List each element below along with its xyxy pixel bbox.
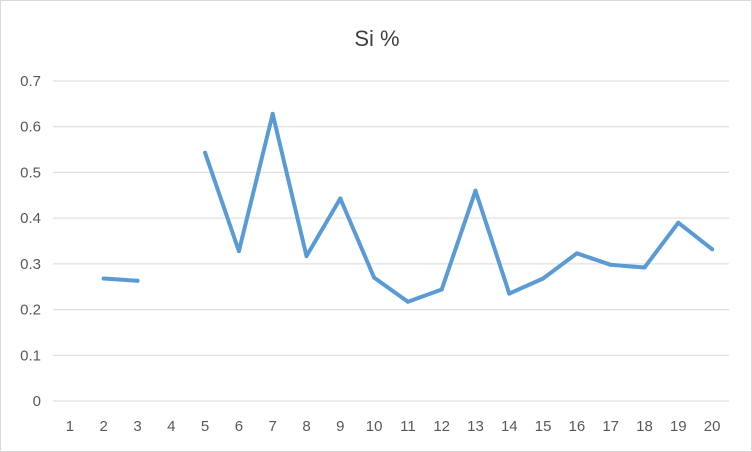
data-point	[135, 278, 140, 283]
data-point	[507, 291, 512, 296]
data-point	[710, 247, 715, 252]
data-point	[439, 287, 444, 292]
y-tick-label: 0	[33, 393, 41, 410]
data-point	[372, 275, 377, 280]
x-tick-label: 11	[400, 418, 416, 435]
x-tick-label: 8	[302, 418, 310, 435]
x-tick-label: 6	[235, 418, 243, 435]
data-point	[101, 276, 106, 281]
data-point	[338, 196, 343, 201]
x-tick-label: 4	[167, 418, 175, 435]
chart-title: Si %	[354, 26, 399, 51]
x-tick-label: 5	[201, 418, 209, 435]
data-point	[236, 249, 241, 254]
x-tick-label: 20	[704, 418, 721, 435]
data-point	[304, 254, 309, 259]
x-tick-label: 7	[269, 418, 277, 435]
data-point	[405, 299, 410, 304]
x-axis-tick-labels: 1 2 3 4 5 6 7 8 9 10 11 12 13 14 15 16 17 18 19 20	[66, 418, 721, 435]
x-tick-label: 19	[670, 418, 687, 435]
x-tick-label: 18	[636, 418, 653, 435]
y-tick-label: 0.7	[20, 73, 41, 90]
y-tick-label: 0.2	[20, 302, 41, 319]
series-line	[101, 276, 140, 283]
x-tick-label: 1	[66, 418, 74, 435]
x-tick-label: 14	[501, 418, 518, 435]
series-line	[203, 111, 715, 304]
x-tick-label: 15	[535, 418, 552, 435]
data-point	[541, 276, 546, 281]
data-point	[270, 111, 275, 116]
x-tick-label: 12	[433, 418, 450, 435]
y-axis-tick-labels: 0 0.1 0.2 0.3 0.4 0.5 0.6 0.7	[20, 73, 41, 410]
x-tick-label: 13	[467, 418, 484, 435]
x-tick-label: 3	[133, 418, 141, 435]
data-point	[642, 265, 647, 270]
x-tick-label: 16	[569, 418, 586, 435]
x-tick-label: 9	[336, 418, 344, 435]
y-tick-label: 0.3	[20, 256, 41, 273]
y-tick-label: 0.5	[20, 164, 41, 181]
data-point	[608, 262, 613, 267]
x-tick-label: 17	[602, 418, 619, 435]
series-layer	[101, 111, 715, 304]
y-tick-label: 0.1	[20, 347, 41, 364]
x-tick-label: 10	[366, 418, 383, 435]
gridlines	[53, 80, 729, 356]
data-point	[676, 220, 681, 225]
y-tick-label: 0.4	[20, 210, 41, 227]
data-point	[473, 188, 478, 193]
data-point	[574, 251, 579, 256]
y-tick-label: 0.6	[20, 119, 41, 136]
data-point	[203, 150, 208, 155]
x-tick-label: 2	[100, 418, 108, 435]
